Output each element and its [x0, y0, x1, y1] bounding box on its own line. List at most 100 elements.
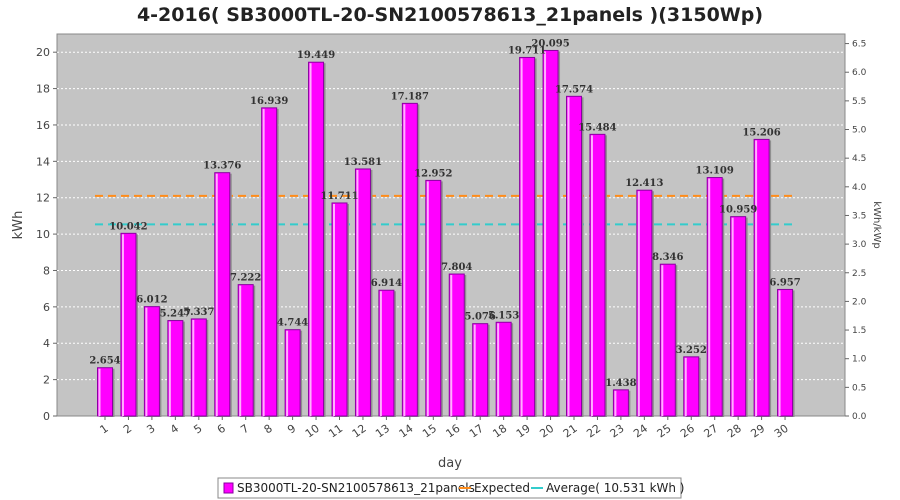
- bar-highlight: [98, 368, 101, 416]
- y-tick-label: 14: [36, 155, 50, 168]
- data-label: 8.346: [652, 252, 683, 263]
- bar-highlight: [192, 319, 195, 416]
- bar-highlight: [590, 135, 593, 416]
- data-label: 16.939: [250, 96, 288, 107]
- data-label: 7.804: [441, 262, 472, 273]
- y-axis-right-label: kWh/kWp: [871, 201, 882, 248]
- data-label: 15.206: [742, 127, 780, 138]
- legend-label: Average( 10.531 kWh ): [546, 481, 685, 495]
- data-label: 17.574: [555, 84, 593, 95]
- left-axis: 0 2 4 6 8 10 12 14 16 18 20: [36, 46, 57, 423]
- x-tick-label: 19: [514, 422, 533, 441]
- x-tick-label: 28: [725, 422, 744, 441]
- bar-highlight: [403, 104, 406, 416]
- y-tick-label: 4: [43, 337, 50, 350]
- legend-label: Expected: [474, 481, 530, 495]
- x-tick-label: 8: [262, 422, 275, 437]
- y-right-tick-label: 6.0: [852, 68, 867, 78]
- y-right-tick-label: 0.5: [852, 383, 866, 393]
- legend: SB3000TL-20-SN2100578613_21panels Expecte…: [217, 477, 685, 499]
- data-label: 19.449: [297, 50, 335, 61]
- bar-highlight: [262, 108, 265, 416]
- data-label: 1.438: [605, 378, 636, 389]
- data-label: 3.252: [676, 345, 707, 356]
- data-label: 15.484: [578, 122, 616, 133]
- x-tick-label: 30: [772, 422, 791, 441]
- y-right-tick-label: 3.5: [852, 211, 866, 221]
- bar-highlight: [778, 290, 781, 416]
- bar-highlight: [661, 265, 664, 416]
- bar-highlight: [567, 97, 570, 417]
- x-tick-label: 18: [490, 422, 509, 441]
- x-tick-label: 17: [467, 422, 486, 441]
- data-label: 13.109: [696, 166, 734, 177]
- y-right-tick-label: 1.5: [852, 326, 866, 336]
- data-label: 12.413: [625, 178, 663, 189]
- data-label: 4.744: [277, 318, 308, 329]
- x-tick-label: 12: [350, 422, 369, 441]
- bar-highlight: [731, 217, 734, 416]
- data-label: 6.012: [136, 295, 167, 306]
- x-tick-label: 14: [397, 422, 416, 441]
- y-tick-label: 20: [36, 46, 50, 59]
- bar-highlight: [544, 51, 547, 417]
- x-tick-label: 29: [748, 422, 767, 441]
- data-label: 13.376: [203, 161, 241, 172]
- x-axis-label: day: [438, 456, 462, 471]
- x-tick-label: 13: [373, 422, 392, 441]
- legend-label: SB3000TL-20-SN2100578613_21panels: [237, 481, 475, 495]
- y-tick-label: 2: [43, 374, 50, 387]
- y-tick-label: 10: [36, 228, 50, 241]
- data-label: 7.222: [230, 273, 261, 284]
- y-tick-label: 8: [43, 264, 50, 277]
- y-right-tick-label: 5.5: [852, 97, 866, 107]
- bar-highlight: [637, 191, 640, 416]
- x-tick-label: 15: [420, 422, 439, 441]
- data-label: 11.711: [320, 191, 358, 202]
- bar-highlight: [168, 321, 171, 416]
- bar-highlight: [309, 63, 312, 416]
- x-tick-label: 16: [444, 422, 463, 441]
- y-tick-label: 18: [36, 83, 50, 96]
- x-tick-label: 1: [98, 422, 111, 437]
- data-label: 6.957: [769, 277, 800, 288]
- data-label: 19.711: [508, 45, 546, 56]
- y-axis-label: kWh: [11, 211, 26, 240]
- data-label: 5.247: [160, 309, 191, 320]
- bar-highlight: [239, 285, 242, 416]
- bar-highlight: [379, 291, 382, 416]
- bar-highlight: [333, 203, 335, 416]
- x-tick-label: 5: [191, 422, 204, 437]
- data-label: 10.959: [719, 205, 757, 216]
- data-label: 20.095: [531, 38, 569, 49]
- x-tick-label: 20: [537, 422, 556, 441]
- x-tick-label: 4: [168, 422, 181, 437]
- bar-highlight: [755, 140, 758, 416]
- data-label: 17.187: [391, 91, 429, 102]
- right-axis: 0.0 0.5 1.0 1.5 2.0 2.5 3.0 3.5 4.0 4.5 5.0 5.5 6.0 6…: [845, 40, 867, 422]
- y-right-tick-label: 5.0: [852, 126, 867, 136]
- y-right-tick-label: 3.0: [852, 240, 867, 250]
- bar-highlight: [145, 307, 148, 416]
- data-label: 13.581: [344, 157, 382, 168]
- legend-swatch-bar: [223, 482, 234, 494]
- bars: [97, 49, 795, 418]
- bar-highlight: [215, 173, 218, 416]
- x-tick-label: 3: [144, 422, 157, 437]
- data-label: 10.042: [109, 221, 147, 232]
- y-tick-label: 16: [36, 119, 50, 132]
- bar-highlight: [286, 330, 289, 416]
- x-tick-label: 9: [285, 422, 298, 437]
- x-tick-label: 21: [561, 422, 580, 441]
- bar-highlight: [614, 390, 617, 416]
- bar-highlight: [356, 169, 359, 416]
- x-tick-label: 6: [215, 422, 228, 437]
- x-tick-label: 22: [584, 422, 603, 441]
- x-tick-label: 2: [121, 422, 134, 437]
- x-tick-label: 23: [608, 422, 627, 441]
- data-label: 5.153: [488, 310, 519, 321]
- y-right-tick-label: 4.5: [852, 154, 866, 164]
- x-tick-label: 24: [631, 422, 650, 441]
